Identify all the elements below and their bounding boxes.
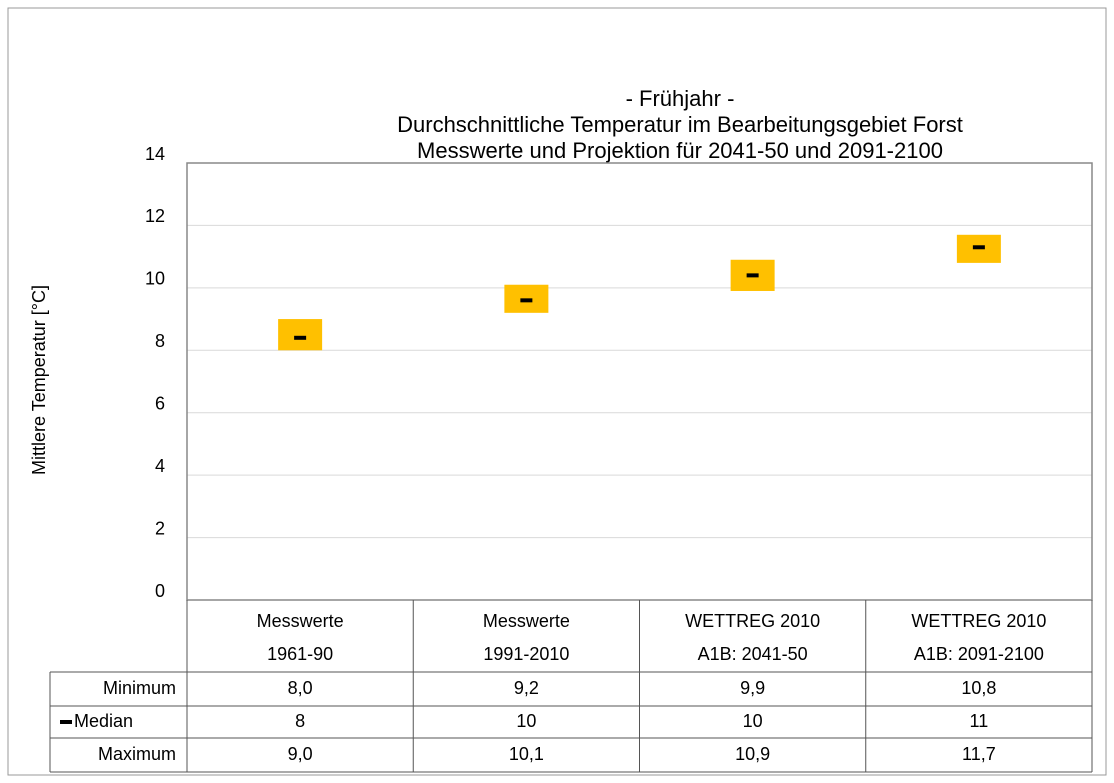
legend-label: Minimum bbox=[103, 678, 176, 698]
table-value: 10,8 bbox=[961, 678, 996, 698]
x-tick-label: A1B: 2041-50 bbox=[698, 644, 808, 664]
table-value: 10 bbox=[516, 711, 536, 731]
y-tick-label: 14 bbox=[145, 144, 165, 164]
table-value: 10 bbox=[743, 711, 763, 731]
y-tick-label: 2 bbox=[155, 518, 165, 538]
table-value: 10,1 bbox=[509, 744, 544, 764]
y-axis-label: Mittlere Temperatur [°C] bbox=[29, 285, 49, 475]
y-tick-label: 10 bbox=[145, 269, 165, 289]
table-value: 8,0 bbox=[288, 678, 313, 698]
x-tick-label: WETTREG 2010 bbox=[911, 611, 1046, 631]
x-tick-label: 1991-2010 bbox=[483, 644, 569, 664]
legend-label: Maximum bbox=[98, 744, 176, 764]
table-value: 10,9 bbox=[735, 744, 770, 764]
table-value: 8 bbox=[295, 711, 305, 731]
table-value: 9,0 bbox=[288, 744, 313, 764]
y-tick-label: 4 bbox=[155, 456, 165, 476]
x-tick-label: WETTREG 2010 bbox=[685, 611, 820, 631]
legend-label: Median bbox=[74, 711, 133, 731]
x-tick-label: Messwerte bbox=[483, 611, 570, 631]
x-tick-label: Messwerte bbox=[257, 611, 344, 631]
legend-key bbox=[60, 720, 72, 724]
x-tick-label: A1B: 2091-2100 bbox=[914, 644, 1044, 664]
y-tick-label: 0 bbox=[155, 581, 165, 601]
median-mark bbox=[520, 298, 533, 303]
y-tick-label: 12 bbox=[145, 206, 165, 226]
median-mark bbox=[972, 245, 985, 250]
chart-title: Messwerte und Projektion für 2041-50 und… bbox=[417, 138, 943, 163]
median-mark bbox=[294, 335, 307, 340]
median-mark bbox=[746, 273, 759, 278]
chart-frame bbox=[7, 7, 1107, 776]
table-value: 9,9 bbox=[740, 678, 765, 698]
y-tick-label: 6 bbox=[155, 393, 165, 413]
chart-title: Durchschnittliche Temperatur im Bearbeit… bbox=[397, 112, 963, 137]
table-value: 9,2 bbox=[514, 678, 539, 698]
table-value: 11 bbox=[970, 711, 989, 731]
table-value: 11,7 bbox=[962, 744, 996, 764]
range-bar bbox=[278, 319, 323, 351]
x-tick-label: 1961-90 bbox=[267, 644, 333, 664]
y-tick-label: 8 bbox=[155, 331, 165, 351]
chart-title: - Frühjahr - bbox=[626, 86, 735, 111]
